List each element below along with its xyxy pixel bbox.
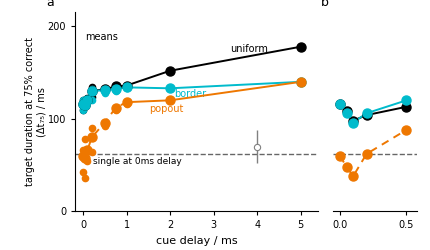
Text: uniform: uniform [230, 44, 268, 54]
Text: border: border [174, 89, 206, 99]
X-axis label: cue delay / ms: cue delay / ms [156, 236, 237, 246]
Text: means: means [85, 32, 118, 42]
Y-axis label: target duration at 75% correct
(Δt₇₅) / ms: target duration at 75% correct (Δt₇₅) / … [25, 37, 46, 186]
Text: popout: popout [149, 104, 184, 114]
Text: single at 0ms delay: single at 0ms delay [93, 157, 181, 166]
Text: a: a [46, 0, 54, 8]
Text: b: b [321, 0, 329, 8]
